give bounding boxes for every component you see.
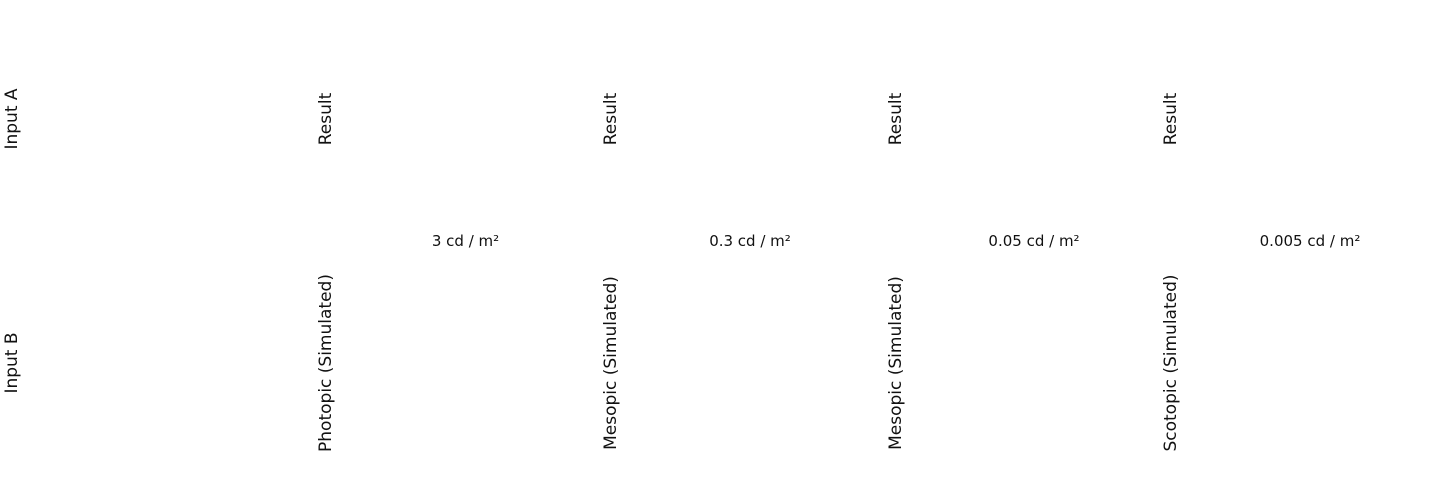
- result-label: Result: [316, 92, 336, 146]
- simulated-image: [345, 243, 586, 483]
- simulation-label: Mesopic (Simulated): [886, 276, 906, 450]
- luminance-label: 0.005 cd / m²: [1247, 228, 1373, 254]
- result-label: Result: [886, 92, 906, 146]
- simulation-label: Photopic (Simulated): [316, 274, 336, 452]
- row-label: Input A: [2, 88, 22, 150]
- result-label: Result: [1161, 92, 1181, 146]
- result-label: Result: [601, 92, 621, 146]
- row-label: Input B: [2, 332, 22, 394]
- luminance-label: 0.05 cd / m²: [971, 228, 1097, 254]
- simulated-image: [915, 243, 1153, 483]
- result-image: [915, 2, 1153, 236]
- input-image: [27, 2, 273, 236]
- luminance-label: 0.3 cd / m²: [687, 228, 813, 254]
- luminance-label: 3 cd / m²: [402, 228, 529, 254]
- input-image: [27, 243, 273, 483]
- simulated-image: [1190, 243, 1430, 483]
- simulated-image: [630, 243, 870, 483]
- simulation-label: Scotopic (Simulated): [1161, 274, 1181, 452]
- result-image: [1190, 2, 1430, 236]
- simulation-label: Mesopic (Simulated): [601, 276, 621, 450]
- result-image: [630, 2, 870, 236]
- result-image: [345, 2, 586, 236]
